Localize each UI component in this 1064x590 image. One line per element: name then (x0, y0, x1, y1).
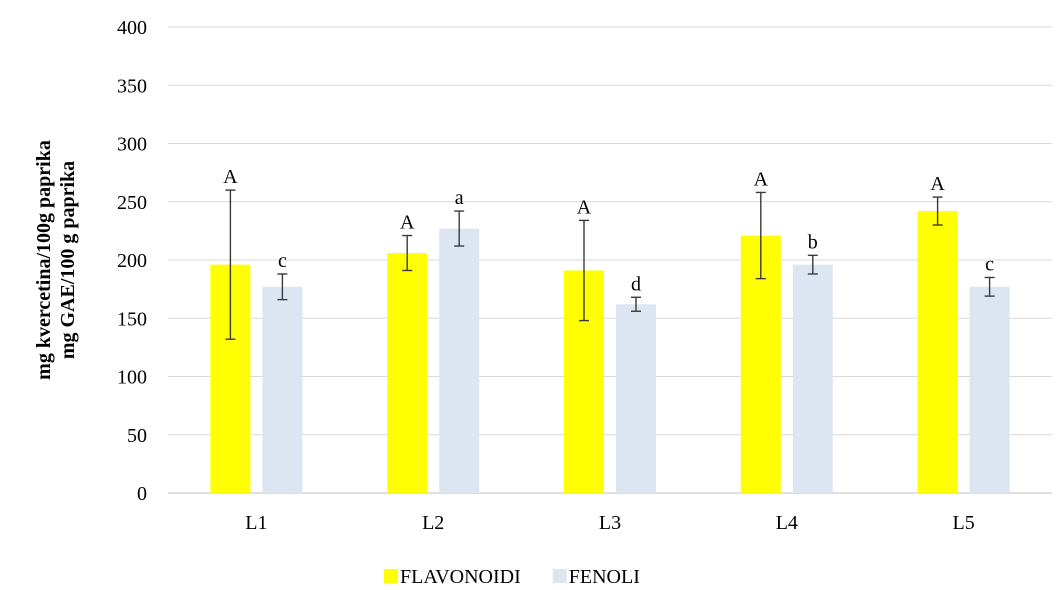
significance-label: A (754, 168, 769, 190)
y-tick-labels: 0 50 100 150 200 250 300 350 400 (117, 17, 147, 505)
x-tick-label: L4 (776, 512, 798, 534)
y-tick-label: 200 (117, 250, 147, 272)
x-tick-labels: L1 L2 L3 L4 L5 (245, 512, 974, 534)
y-tick-label: 50 (127, 425, 147, 447)
significance-label: c (985, 253, 994, 275)
bar-fenoli-l1 (262, 286, 303, 493)
gridlines (168, 26, 1052, 494)
significance-label: b (808, 231, 818, 253)
error-bar (631, 296, 641, 312)
y-tick-label: 350 (117, 75, 147, 97)
x-tick-label: L2 (422, 512, 444, 534)
error-bars (225, 189, 995, 340)
significance-label: c (278, 250, 287, 272)
significance-label: d (631, 273, 641, 295)
y-axis-title: mg kvercetina/100g paprika mg GAE/100 g … (33, 140, 79, 380)
y-tick-label: 150 (117, 308, 147, 330)
legend-swatch (552, 569, 567, 583)
bar-flavonoidi-l5 (917, 211, 958, 493)
bar-fenoli-l5 (969, 286, 1010, 493)
error-bar (454, 210, 465, 247)
y-tick-label: 100 (117, 367, 147, 389)
significance-labels: Ac Aa Ad Ab Ac (223, 166, 994, 295)
legend-swatch (384, 569, 398, 583)
y-tick-label: 0 (137, 483, 147, 505)
y-tick-label: 250 (117, 192, 147, 214)
y-tick-label: 300 (117, 134, 147, 156)
bar-fenoli-l4 (792, 264, 833, 493)
bar-fenoli-l3 (616, 304, 656, 493)
bar-flavonoidi-l2 (387, 253, 428, 493)
legend-label: FENOLI (569, 566, 640, 588)
error-bar (225, 189, 236, 340)
y-axis-title-line-1: mg kvercetina/100g paprika (33, 140, 55, 380)
x-tick-label: L1 (245, 512, 267, 534)
significance-label: A (577, 196, 592, 218)
y-axis-title-line-2: mg GAE/100 g paprika (57, 161, 79, 359)
legend: FLAVONOIDI FENOLI (384, 566, 640, 588)
significance-label: A (930, 173, 945, 195)
x-tick-label: L5 (952, 512, 974, 534)
error-bar (402, 234, 413, 272)
error-bar (579, 219, 589, 322)
y-tick-label: 400 (117, 17, 147, 39)
error-bar (755, 191, 766, 280)
significance-label: a (455, 187, 464, 209)
error-bar (932, 196, 943, 226)
significance-label: A (400, 212, 415, 234)
error-bar (984, 276, 995, 297)
significance-label: A (223, 166, 238, 188)
bars (210, 211, 1010, 494)
bar-fenoli-l2 (439, 228, 480, 494)
error-bar (277, 273, 288, 301)
error-bar (807, 254, 818, 275)
legend-label: FLAVONOIDI (400, 566, 521, 588)
x-tick-label: L3 (599, 512, 621, 534)
